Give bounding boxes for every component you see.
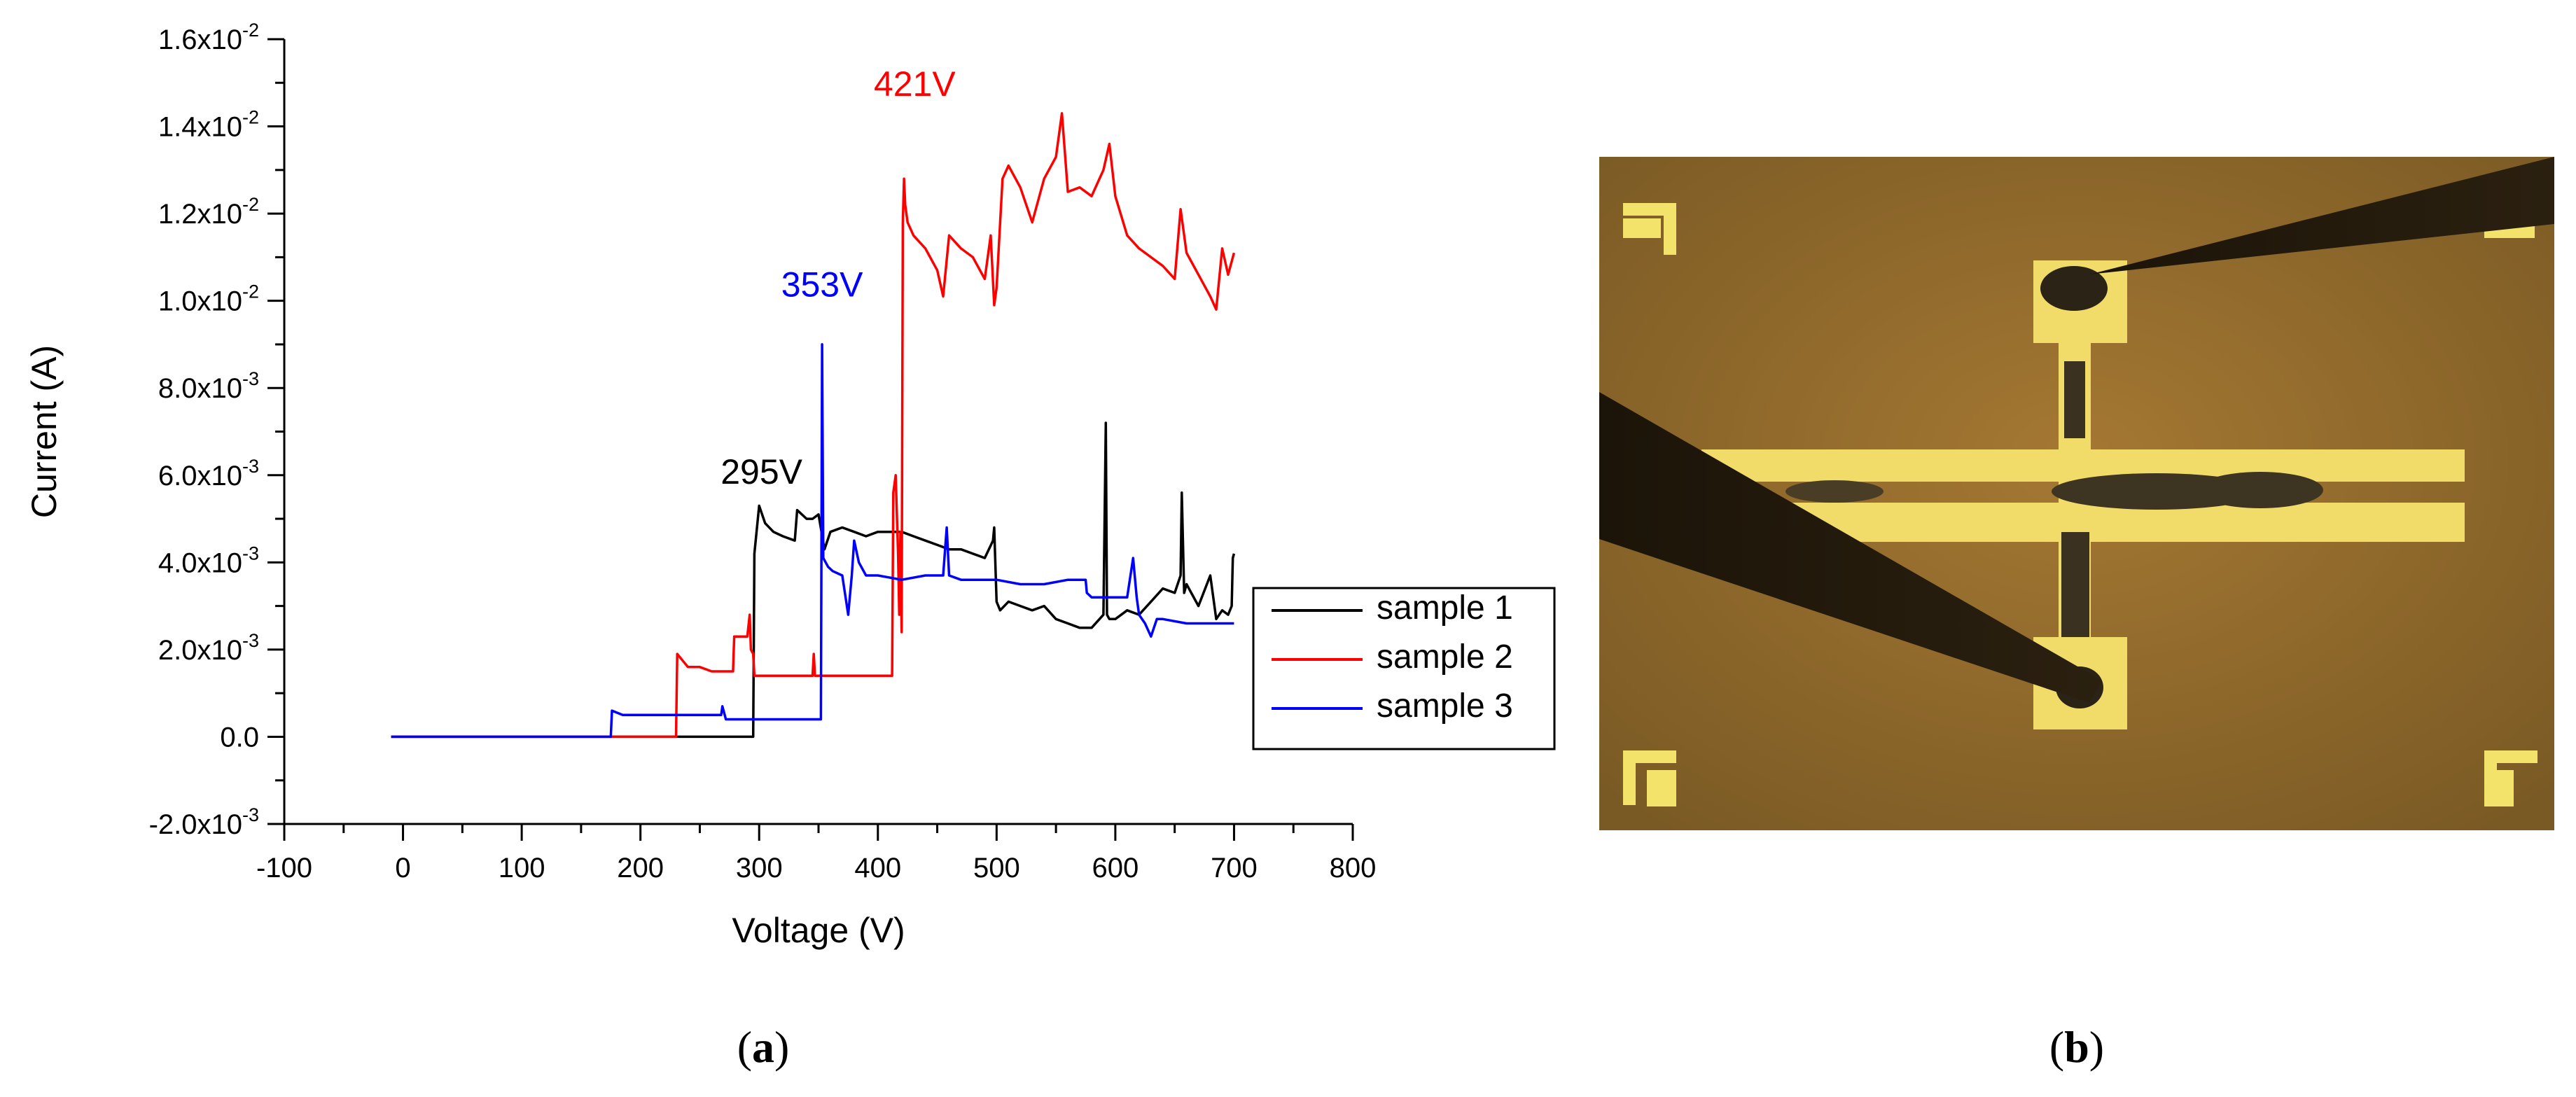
probe-needle-bottom (1599, 392, 2102, 703)
y-tick-label: 8.0x10-3 (158, 368, 259, 404)
x-axis-label: Voltage (V) (732, 911, 905, 950)
series-line-3 (391, 343, 1234, 739)
panel-b-label: (b) (2049, 1022, 2104, 1072)
x-tick-label: 800 (1330, 853, 1377, 883)
y-tick-label: 4.0x10-3 (158, 543, 259, 578)
series-line-1 (391, 421, 1236, 739)
x-tick-label: 100 (499, 853, 545, 883)
annotation-label-1: 295V (720, 452, 802, 491)
legend-label-1: sample 1 (1377, 589, 1513, 627)
x-tick-label: 700 (1211, 853, 1258, 883)
burn-damage-channel (2064, 361, 2085, 438)
legend-box (1252, 587, 1556, 750)
legend-label-3: sample 3 (1377, 687, 1513, 725)
voltage-current-chart: -100 0 100 200 300 400 500 600 700 800 -2.0x10-3 0.… (25, 20, 1556, 950)
x-tick-label: 600 (1092, 853, 1139, 883)
y-tick-label: 2.0x10-3 (158, 630, 259, 666)
x-tick-label: 500 (973, 853, 1020, 883)
device-micrograph (1599, 157, 2554, 830)
legend-label-2: sample 2 (1377, 638, 1513, 676)
series-line-2 (391, 112, 1236, 739)
x-tick-label: 300 (736, 853, 783, 883)
y-tick-label: 1.2x10-2 (158, 194, 259, 230)
alignment-mark-top-left (1623, 203, 1676, 255)
alignment-mark-bottom-left-bar (1647, 770, 1676, 806)
alignment-mark-top-left-bar (1623, 218, 1661, 238)
y-tick-label: 1.0x10-2 (158, 281, 259, 317)
y-tick-label: 0.0 (220, 722, 259, 753)
y-axis-label: Current (A) (25, 345, 64, 518)
annotation-label-3: 421V (874, 64, 956, 104)
burn-damage-left (1785, 480, 1884, 503)
alignment-mark-bottom-left (1623, 750, 1676, 805)
y-tick-label: 1.4x10-2 (158, 107, 259, 143)
probe-needle-top (2089, 157, 2554, 274)
burn-damage-right (2197, 472, 2323, 508)
x-tick-label: 400 (854, 853, 901, 883)
x-tick-label: -100 (256, 853, 312, 883)
annotation-label-2: 353V (781, 265, 863, 304)
alignment-mark-bottom-right-bar (2484, 770, 2514, 806)
x-tick-label: 0 (395, 853, 410, 883)
burn-damage-lower (2061, 532, 2089, 637)
y-tick-label: 6.0x10-3 (158, 456, 259, 491)
y-tick-label: 1.6x10-2 (158, 20, 259, 55)
x-tick-label: 200 (617, 853, 664, 883)
panel-a-label: (a) (737, 1022, 790, 1072)
burn-damage-top (2040, 266, 2108, 311)
y-tick-label: -2.0x10-3 (149, 804, 259, 840)
